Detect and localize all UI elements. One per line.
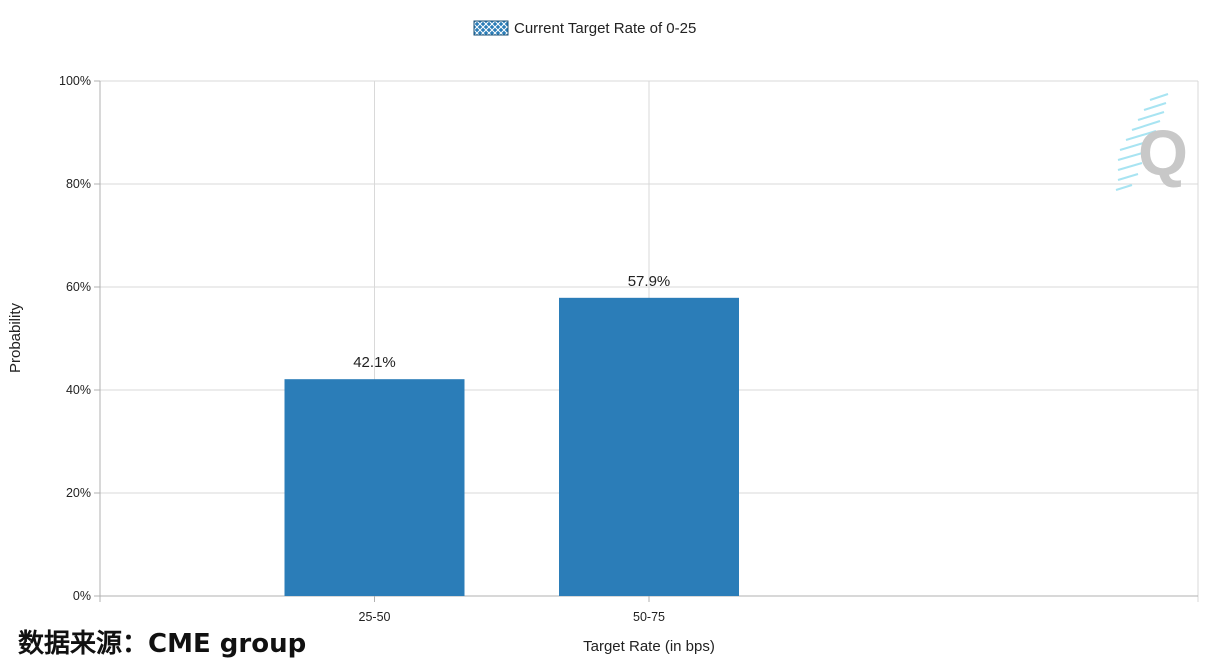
- legend-swatch: [473, 20, 509, 36]
- y-tick-label: 20%: [66, 486, 91, 500]
- watermark-letter: Q: [1138, 117, 1188, 189]
- legend-label: Current Target Rate of 0-25: [514, 20, 696, 37]
- y-tick-label: 0%: [73, 589, 91, 603]
- bar-25-50: [284, 379, 465, 596]
- data-labels: 42.1% 57.9%: [353, 273, 670, 371]
- source-note: 数据来源：CME group: [18, 629, 306, 659]
- y-tick-label: 60%: [66, 280, 91, 294]
- axis-ticks: 0% 20% 40% 60% 80% 100% 25-50 50-75: [59, 74, 665, 624]
- y-axis-title: Probability: [7, 302, 24, 373]
- y-tick-label: 100%: [59, 74, 91, 88]
- data-label: 42.1%: [353, 354, 396, 371]
- x-axis-title: Target Rate (in bps): [583, 638, 715, 655]
- x-tick-label: 25-50: [359, 610, 391, 624]
- bars: [284, 297, 739, 596]
- y-tick-label: 80%: [66, 177, 91, 191]
- legend: Current Target Rate of 0-25: [473, 20, 696, 37]
- watermark-lines: [1115, 93, 1169, 191]
- data-label: 57.9%: [628, 273, 671, 290]
- y-tick-label: 40%: [66, 383, 91, 397]
- watermark-logo: Q: [1115, 93, 1188, 191]
- bar-50-75: [559, 297, 739, 596]
- x-tick-label: 50-75: [633, 610, 665, 624]
